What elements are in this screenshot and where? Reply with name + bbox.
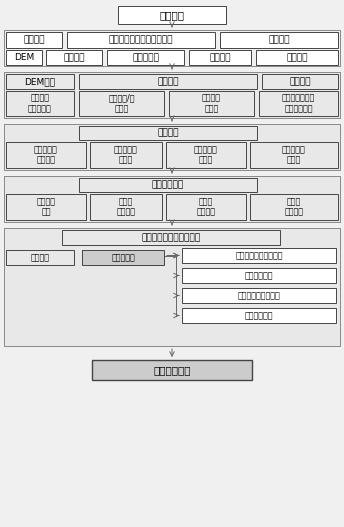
FancyBboxPatch shape (250, 142, 338, 168)
Text: 统计分析: 统计分析 (157, 129, 179, 138)
FancyBboxPatch shape (90, 142, 162, 168)
FancyBboxPatch shape (220, 32, 338, 48)
Text: 大风起风机制敏感性试验: 大风起风机制敏感性试验 (141, 233, 201, 242)
Text: 大尺度环流背景场影响: 大尺度环流背景场影响 (235, 251, 283, 260)
FancyBboxPatch shape (6, 74, 74, 89)
FancyBboxPatch shape (262, 74, 338, 89)
Text: 控制试验: 控制试验 (31, 253, 50, 262)
FancyBboxPatch shape (250, 194, 338, 220)
Text: 土地利用/覆
被处理: 土地利用/覆 被处理 (108, 94, 135, 113)
Text: 输电线路铁塔站
历史风灾事故: 输电线路铁塔站 历史风灾事故 (282, 94, 315, 113)
FancyBboxPatch shape (166, 194, 246, 220)
FancyBboxPatch shape (92, 360, 252, 380)
Text: 收集多年气象常规观测资料: 收集多年气象常规观测资料 (109, 35, 173, 44)
FancyBboxPatch shape (182, 288, 336, 303)
Text: 土地利用和覆被影响: 土地利用和覆被影响 (238, 291, 280, 300)
FancyBboxPatch shape (256, 50, 338, 65)
FancyBboxPatch shape (62, 230, 280, 245)
Text: 土地利用: 土地利用 (63, 53, 85, 62)
FancyBboxPatch shape (6, 194, 86, 220)
Text: 资料处理: 资料处理 (157, 77, 179, 86)
Text: 复杂地形影响: 复杂地形影响 (245, 271, 273, 280)
Text: 近地层风速
年变化: 近地层风速 年变化 (114, 145, 138, 165)
Text: 近地层风速
年际变化: 近地层风速 年际变化 (34, 145, 58, 165)
Text: 近地层风速
日变化: 近地层风速 日变化 (282, 145, 306, 165)
FancyBboxPatch shape (4, 124, 340, 170)
Text: 地质资料: 地质资料 (209, 53, 231, 62)
Text: 再分析数据: 再分析数据 (132, 53, 159, 62)
FancyBboxPatch shape (79, 91, 164, 116)
Text: 土壤湿度影响: 土壤湿度影响 (245, 311, 273, 320)
Text: 年际分布
特征: 年际分布 特征 (36, 197, 55, 217)
FancyBboxPatch shape (6, 32, 62, 48)
FancyBboxPatch shape (259, 91, 338, 116)
Text: 大风起风机制: 大风起风机制 (153, 365, 191, 375)
FancyBboxPatch shape (67, 32, 215, 48)
Text: 确定区域: 确定区域 (160, 10, 184, 20)
Text: 加密观测: 加密观测 (23, 35, 45, 44)
Text: 近地层风速
月变化: 近地层风速 月变化 (194, 145, 218, 165)
FancyBboxPatch shape (79, 178, 257, 192)
FancyBboxPatch shape (79, 126, 257, 140)
Text: 输电线路: 输电线路 (286, 53, 308, 62)
FancyBboxPatch shape (118, 6, 226, 24)
FancyBboxPatch shape (6, 142, 86, 168)
FancyBboxPatch shape (90, 194, 162, 220)
FancyBboxPatch shape (166, 142, 246, 168)
Text: 卫星资料: 卫星资料 (289, 77, 311, 86)
Text: 年变化
分布特征: 年变化 分布特征 (117, 197, 136, 217)
Text: DEM分析: DEM分析 (24, 77, 55, 86)
FancyBboxPatch shape (182, 268, 336, 283)
FancyBboxPatch shape (182, 248, 336, 263)
FancyBboxPatch shape (4, 72, 340, 118)
FancyBboxPatch shape (4, 176, 340, 222)
FancyBboxPatch shape (82, 250, 164, 265)
Text: 日变化
分布特征: 日变化 分布特征 (284, 197, 303, 217)
FancyBboxPatch shape (6, 91, 74, 116)
FancyBboxPatch shape (6, 250, 74, 265)
FancyBboxPatch shape (79, 74, 257, 89)
Text: 风场分布特征: 风场分布特征 (152, 181, 184, 190)
FancyBboxPatch shape (46, 50, 102, 65)
FancyBboxPatch shape (6, 50, 42, 65)
Text: 月变化
分布特征: 月变化 分布特征 (196, 197, 215, 217)
Text: 卫星资料: 卫星资料 (268, 35, 290, 44)
Text: 气象自理
站观测处理: 气象自理 站观测处理 (28, 94, 52, 113)
FancyBboxPatch shape (169, 91, 254, 116)
FancyBboxPatch shape (4, 228, 340, 346)
FancyBboxPatch shape (189, 50, 251, 65)
Text: 敏感性试验: 敏感性试验 (111, 253, 135, 262)
FancyBboxPatch shape (182, 308, 336, 323)
Text: DEM: DEM (14, 53, 34, 62)
Text: 地质、土
壤底地: 地质、土 壤底地 (202, 94, 221, 113)
FancyBboxPatch shape (107, 50, 184, 65)
